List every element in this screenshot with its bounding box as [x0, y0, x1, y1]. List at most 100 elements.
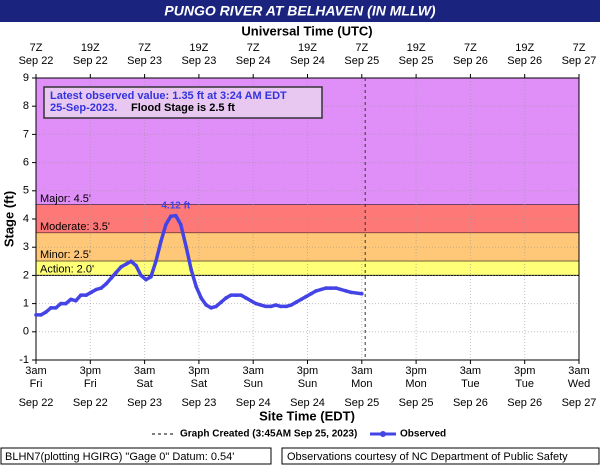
- series-point: [49, 306, 53, 310]
- x2-tick-date: Sep 27: [562, 55, 597, 67]
- x2-tick-date: Sep 22: [19, 55, 54, 67]
- series-point: [194, 284, 198, 289]
- x-tick-day: Tue: [515, 378, 534, 390]
- series-point: [249, 298, 253, 303]
- series-point: [344, 289, 348, 293]
- x2-tick-label: 19Z: [81, 42, 100, 54]
- info-date: 25-Sep-2023.: [50, 102, 117, 114]
- y-tick-label: -1: [19, 354, 29, 366]
- flood-band: [36, 261, 579, 276]
- series-point: [149, 275, 153, 279]
- series-point: [124, 262, 128, 266]
- plot-area: Major: 4.5' Moderate: 3.5' Minor: 2.5' Acti…: [19, 42, 597, 409]
- series-point: [224, 296, 228, 300]
- x-tick-date: Sep 26: [453, 397, 488, 409]
- x2-tick-label: 19Z: [407, 42, 426, 54]
- series-point: [119, 265, 123, 269]
- info-flood-stage: Flood Stage is 2.5 ft: [131, 102, 235, 114]
- y-tick-label: 8: [23, 100, 29, 112]
- series-point: [219, 300, 223, 304]
- flood-label: Moderate: 3.5': [40, 221, 110, 233]
- series-point: [324, 286, 328, 290]
- series-point: [179, 222, 183, 227]
- footer-left: BLHN7(plotting HGIRG) "Gage 0" Datum: 0.…: [5, 451, 234, 463]
- x-tick-day: Sat: [136, 378, 153, 390]
- series-point: [34, 313, 38, 317]
- series-point: [64, 301, 68, 306]
- series-point: [204, 303, 208, 307]
- x2-tick-label: 7Z: [247, 42, 260, 54]
- series-point: [244, 296, 248, 300]
- series-point: [304, 294, 308, 299]
- x2-tick-date: Sep 24: [290, 55, 325, 67]
- series-point: [159, 239, 163, 244]
- x-tick-date: Sep 22: [73, 397, 108, 409]
- x2-tick-label: 7Z: [355, 42, 368, 54]
- x-tick-label: 3pm: [188, 365, 209, 377]
- x-tick-date: Sep 27: [562, 397, 597, 409]
- x-tick-label: 3am: [568, 365, 589, 377]
- title-bar: [0, 0, 600, 22]
- x-tick-label: 3am: [242, 365, 263, 377]
- series-point: [94, 287, 98, 292]
- series-point: [229, 293, 233, 297]
- x-tick-label: 3pm: [80, 365, 101, 377]
- x-tick-label: 3pm: [514, 365, 535, 377]
- x-tick-date: Sep 25: [399, 397, 434, 409]
- series-point: [84, 293, 89, 297]
- footer-right-box: [281, 447, 600, 465]
- series-point: [264, 304, 268, 309]
- x2-tick-label: 19Z: [189, 42, 208, 54]
- series-point: [309, 291, 313, 296]
- x-tick-day: Fri: [84, 378, 97, 390]
- x2-tick-label: 19Z: [298, 42, 317, 54]
- x-tick-date: Sep 23: [181, 397, 216, 409]
- series-point: [74, 298, 78, 303]
- y-tick-label: 5: [23, 185, 29, 197]
- series-point: [269, 304, 273, 309]
- x2-tick-date: Sep 22: [73, 55, 108, 67]
- series-point: [89, 290, 94, 295]
- x-tick-day: Tue: [461, 378, 480, 390]
- series-point: [78, 293, 83, 297]
- y-tick-label: 0: [23, 326, 29, 338]
- x-tick-day: Mon: [351, 378, 372, 390]
- series-point: [139, 273, 143, 278]
- x-tick-date: Sep 24: [236, 397, 271, 409]
- series-point: [134, 263, 138, 268]
- series-point: [279, 304, 283, 309]
- series-point: [259, 303, 263, 307]
- series-point: [189, 267, 194, 272]
- y-tick-label: 3: [23, 241, 29, 253]
- legend-observed-dot: [380, 431, 386, 437]
- peak-label: 4.12 ft: [161, 200, 191, 211]
- series-point: [39, 313, 43, 317]
- series-point: [69, 297, 73, 302]
- x2-tick-date: Sep 26: [453, 55, 488, 67]
- x-tick-day: Fri: [30, 378, 43, 390]
- series-point: [254, 301, 258, 306]
- x-tick-date: Sep 23: [127, 397, 162, 409]
- series-point: [109, 276, 113, 281]
- x2-tick-label: 7Z: [30, 42, 43, 54]
- y-tick-label: 9: [23, 72, 29, 84]
- series-point: [99, 286, 103, 290]
- x2-tick-date: Sep 23: [181, 55, 216, 67]
- footer-right: Observations courtesy of NC Department o…: [287, 451, 568, 463]
- series-point: [144, 277, 148, 282]
- x-tick-label: 3am: [134, 365, 155, 377]
- plot-frame: [35, 77, 580, 361]
- x-tick-label: 3am: [351, 365, 372, 377]
- footer-left-box: [0, 447, 272, 465]
- chart-title: PUNGO RIVER AT BELHAVEN (IN MLLW): [164, 3, 436, 19]
- x2-tick-date: Sep 25: [399, 55, 434, 67]
- legend-observed-label: Observed: [400, 429, 446, 440]
- y-axis-title: Stage (ft): [1, 191, 16, 247]
- series-point: [234, 293, 238, 297]
- series-point: [214, 304, 218, 309]
- flood-label: Action: 2.0': [40, 263, 94, 275]
- legend: Graph Created (3:45AM Sep 25, 2023) Obse…: [152, 429, 446, 440]
- x-tick-label: 3am: [460, 365, 481, 377]
- x2-tick-label: 7Z: [464, 42, 477, 54]
